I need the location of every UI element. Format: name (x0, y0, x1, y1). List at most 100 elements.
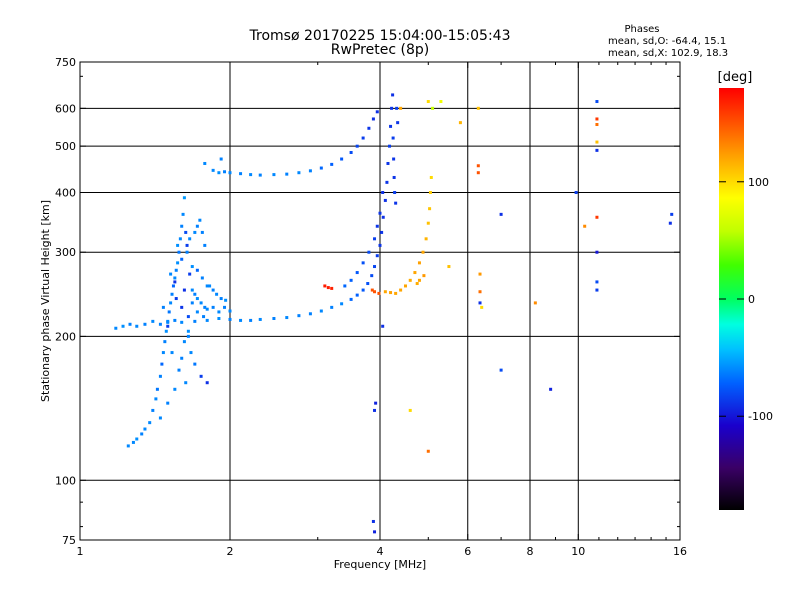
data-point (167, 310, 171, 314)
data-point (319, 166, 323, 170)
data-point (200, 276, 204, 280)
data-point (349, 297, 353, 301)
data-point (326, 286, 330, 290)
data-point (439, 100, 443, 104)
data-point (135, 437, 139, 441)
data-point (211, 168, 215, 172)
data-point (480, 305, 484, 309)
data-point (174, 297, 178, 301)
data-point (381, 215, 385, 219)
data-point (166, 401, 170, 405)
data-point (349, 150, 353, 154)
data-point (395, 106, 399, 110)
data-point (154, 397, 158, 401)
data-point (422, 274, 426, 278)
data-point (447, 265, 451, 269)
data-point (176, 243, 180, 247)
data-point (583, 224, 587, 228)
data-point (403, 284, 407, 288)
data-point (131, 440, 135, 444)
data-point (478, 290, 482, 294)
data-point (476, 171, 480, 175)
data-point (476, 164, 480, 168)
data-point (371, 117, 375, 121)
data-point (178, 237, 182, 241)
data-point (190, 301, 194, 305)
data-point (374, 401, 378, 405)
data-point (223, 305, 227, 309)
data-point (170, 292, 174, 296)
x-tick-label: 4 (377, 545, 384, 558)
data-point (189, 351, 193, 355)
data-points (114, 93, 674, 534)
data-point (426, 449, 430, 453)
data-point (361, 136, 365, 140)
data-point (158, 416, 162, 420)
data-point (308, 169, 312, 173)
data-point (297, 314, 301, 318)
x-axis-label: Frequency [MHz] (334, 558, 426, 571)
data-point (151, 319, 155, 323)
data-point (161, 305, 165, 309)
y-tick-label: 400 (55, 186, 76, 199)
data-point (367, 126, 371, 130)
data-point (388, 144, 392, 148)
data-point (574, 190, 578, 194)
data-point (392, 157, 396, 161)
data-point (143, 427, 147, 431)
data-point (200, 230, 204, 234)
data-point (180, 257, 184, 261)
chart-subtitle: RwPretec (8p) (331, 42, 429, 58)
colorbar-ticks: -100 0 100 (719, 176, 773, 423)
data-point (383, 290, 387, 294)
data-point (297, 171, 301, 175)
data-point (424, 237, 428, 241)
data-point (595, 123, 599, 127)
data-point (211, 305, 215, 309)
phase-stats-o: mean, sd,O: -64.4, 15.1 (608, 36, 726, 47)
x-tick-label: 1 (77, 545, 84, 558)
data-point (381, 190, 385, 194)
data-point (391, 136, 395, 140)
data-point (182, 196, 186, 200)
data-point (166, 324, 170, 328)
data-point (595, 100, 599, 104)
data-point (385, 180, 389, 184)
data-point (188, 272, 192, 276)
data-point (205, 381, 209, 385)
data-point (383, 198, 387, 202)
data-point (367, 250, 371, 254)
data-point (173, 318, 177, 322)
y-axis-ticks: 75 100 200 300 400 500 600 750 (55, 56, 680, 547)
data-point (128, 322, 132, 326)
data-point (361, 261, 365, 265)
data-point (180, 320, 184, 324)
data-point (158, 322, 162, 326)
data-point (185, 243, 189, 247)
data-point (228, 309, 232, 313)
data-point (169, 301, 173, 305)
data-point (195, 268, 199, 272)
data-point (205, 284, 209, 288)
data-point (343, 284, 347, 288)
data-point (176, 261, 180, 265)
data-point (193, 230, 197, 234)
data-point (148, 421, 152, 425)
data-point (228, 317, 232, 321)
data-point (217, 310, 221, 314)
data-point (549, 387, 553, 391)
data-point (421, 250, 425, 254)
y-tick-label: 100 (55, 474, 76, 487)
data-point (668, 221, 672, 225)
data-point (199, 301, 203, 305)
data-point (392, 175, 396, 179)
data-point (205, 318, 209, 322)
data-point (323, 284, 327, 288)
data-point (478, 272, 482, 276)
data-point (208, 284, 212, 288)
data-point (160, 362, 164, 366)
data-point (361, 288, 365, 292)
y-axis-label: Stationary phase Virtual Height [km] (39, 200, 52, 402)
data-point (184, 381, 188, 385)
